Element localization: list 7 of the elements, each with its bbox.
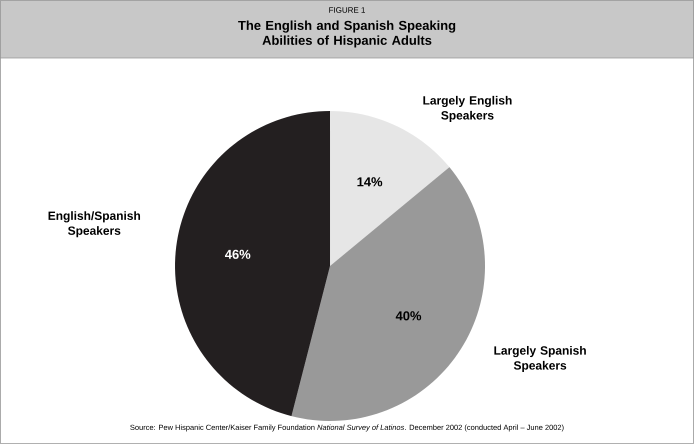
data-label: 14% (357, 177, 382, 186)
slice-label: English/Spanish Speakers (48, 211, 140, 238)
data-label: 40% (396, 311, 422, 320)
slice-label: Largely Spanish Speakers (494, 346, 586, 372)
data-label: 46% (224, 250, 250, 259)
chart-title: The English and Spanish Speaking Abilities of Hispanic Adults (238, 20, 456, 48)
slice-label: Largely English Speakers (423, 96, 512, 122)
